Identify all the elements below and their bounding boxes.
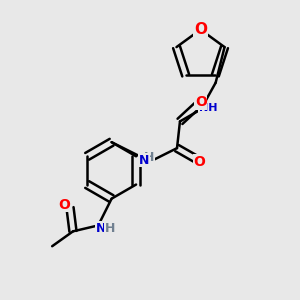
Text: O: O: [194, 22, 207, 37]
Text: O: O: [195, 95, 207, 109]
Text: H: H: [144, 151, 154, 164]
Text: N: N: [96, 222, 106, 235]
Text: O: O: [194, 154, 205, 169]
Text: NH: NH: [199, 103, 218, 113]
Text: O: O: [58, 198, 70, 212]
Text: H: H: [105, 223, 115, 236]
Text: N: N: [139, 154, 149, 166]
